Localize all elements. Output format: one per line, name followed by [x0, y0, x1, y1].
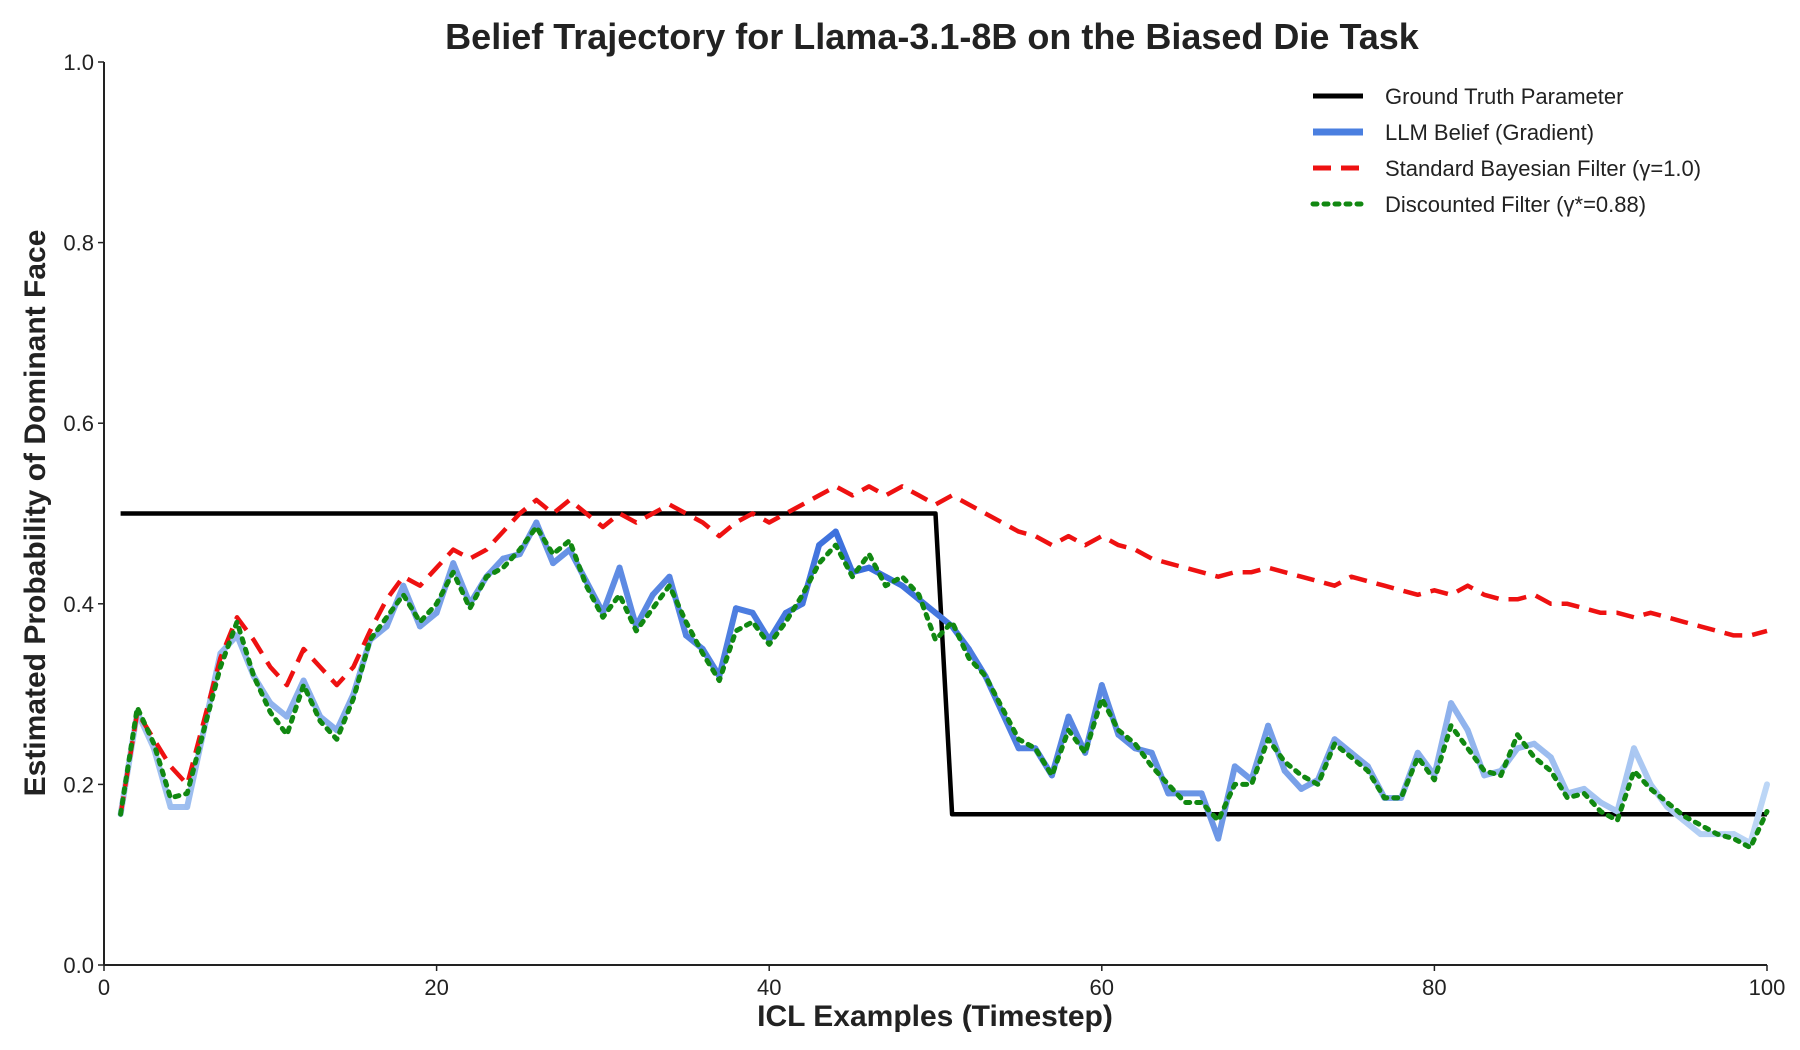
- llm-belief-segment: [1331, 736, 1355, 756]
- y-tick-label: 0.0: [63, 953, 94, 978]
- llm-belief-segment: [1747, 781, 1770, 847]
- y-tick-label: 0.4: [63, 592, 94, 617]
- x-ticks: 0 20 40 60 80 100: [98, 965, 1785, 1000]
- y-tick-label: 0.8: [63, 231, 94, 256]
- legend-label: Ground Truth Parameter: [1385, 84, 1623, 109]
- llm-belief-segment: [599, 564, 623, 616]
- llm-belief-segment: [799, 542, 823, 607]
- llm-belief-segment: [716, 605, 739, 680]
- llm-belief-segment: [150, 745, 174, 810]
- llm-belief-segment: [416, 609, 440, 630]
- llm-belief-segment: [317, 713, 340, 734]
- llm-belief-segment: [1597, 799, 1621, 815]
- llm-belief-segment: [1414, 749, 1438, 779]
- legend-label: Discounted Filter (γ*=0.88): [1385, 192, 1646, 217]
- llm-belief-segment: [433, 560, 457, 616]
- legend-item-discounted-filter-0-88: Discounted Filter (γ*=0.88): [1310, 192, 1646, 217]
- y-axis-label: Estimated Probability of Dominant Face: [19, 230, 52, 797]
- llm-belief-segment: [633, 591, 656, 630]
- llm-belief-segment: [550, 546, 573, 567]
- llm-belief-segment: [1680, 817, 1704, 838]
- llm-belief-segment: [1581, 785, 1604, 806]
- legend: Ground Truth Parameter LLM Belief (Gradie…: [1310, 84, 1701, 217]
- legend-item-llm-belief-gradient: LLM Belief (Gradient): [1313, 120, 1594, 145]
- llm-belief-segment: [1531, 740, 1554, 761]
- y-tick-label: 0.2: [63, 772, 94, 797]
- legend-label: Standard Bayesian Filter (γ=1.0): [1385, 156, 1701, 181]
- llm-belief-segment: [1198, 790, 1222, 842]
- llm-belief-segment: [999, 709, 1022, 752]
- llm-belief-segment: [1082, 682, 1105, 756]
- llm-belief-segment: [649, 573, 673, 598]
- llm-belief-segment: [1348, 749, 1371, 770]
- x-axis-label: ICL Examples (Timestep): [757, 1000, 1113, 1033]
- x-tick-label: 40: [757, 975, 781, 1000]
- ground-truth-parameter-line: [120, 511, 1767, 817]
- y-tick-label: 0.6: [63, 411, 94, 436]
- llm-belief-segment: [466, 573, 490, 607]
- llm-belief-segment: [899, 582, 922, 603]
- y-ticks: 0.0 0.2 0.4 0.6 0.8 1.0: [63, 50, 104, 978]
- legend-item-ground-truth-parameter: Ground Truth Parameter: [1313, 84, 1623, 109]
- llm-belief-segment: [832, 528, 856, 576]
- chart-title: Belief Trajectory for Llama-3.1-8B on th…: [445, 16, 1420, 57]
- llm-belief-segment: [383, 582, 407, 630]
- llm-belief-segment: [766, 609, 789, 643]
- llm-belief-segment: [616, 564, 640, 630]
- llm-belief-segment: [1614, 745, 1637, 815]
- llm-belief-segment: [1281, 767, 1305, 792]
- series-discounted-filter-0-88: [118, 524, 1770, 851]
- plot-area: 0 20 40 60 80 100 0.0 0.2 0.4 0.6 0.8 1.0: [63, 50, 1785, 1000]
- series-standard-bayesian-filter-1-0: [118, 484, 1768, 815]
- discounted-filter-0-88-line: [118, 524, 1770, 851]
- llm-belief-segment: [915, 596, 939, 616]
- x-tick-label: 20: [424, 975, 448, 1000]
- llm-belief-segment: [1448, 700, 1471, 734]
- llm-belief-segment: [816, 528, 839, 549]
- x-tick-label: 0: [98, 975, 110, 1000]
- llm-belief-segment: [1730, 831, 1754, 847]
- x-tick-label: 80: [1422, 975, 1446, 1000]
- llm-belief-segment: [1431, 700, 1455, 779]
- series-layer: [117, 484, 1770, 851]
- series-ground-truth-parameter: [120, 511, 1767, 817]
- llm-belief-segment: [1115, 731, 1139, 752]
- llm-belief-segment: [749, 609, 773, 643]
- y-tick-label: 1.0: [63, 50, 94, 75]
- llm-belief-segment: [1664, 803, 1687, 824]
- legend-item-standard-bayesian-filter-1-0: Standard Bayesian Filter (γ=1.0): [1313, 156, 1701, 181]
- llm-belief-segment: [1547, 754, 1571, 797]
- llm-belief-segment: [1630, 745, 1654, 788]
- llm-belief-segment: [1231, 763, 1255, 783]
- llm-belief-segment: [267, 700, 290, 720]
- x-tick-label: 60: [1090, 975, 1114, 1000]
- x-tick-label: 100: [1749, 975, 1786, 1000]
- legend-label: LLM Belief (Gradient): [1385, 120, 1594, 145]
- standard-bayesian-filter-1-0-line: [118, 484, 1768, 815]
